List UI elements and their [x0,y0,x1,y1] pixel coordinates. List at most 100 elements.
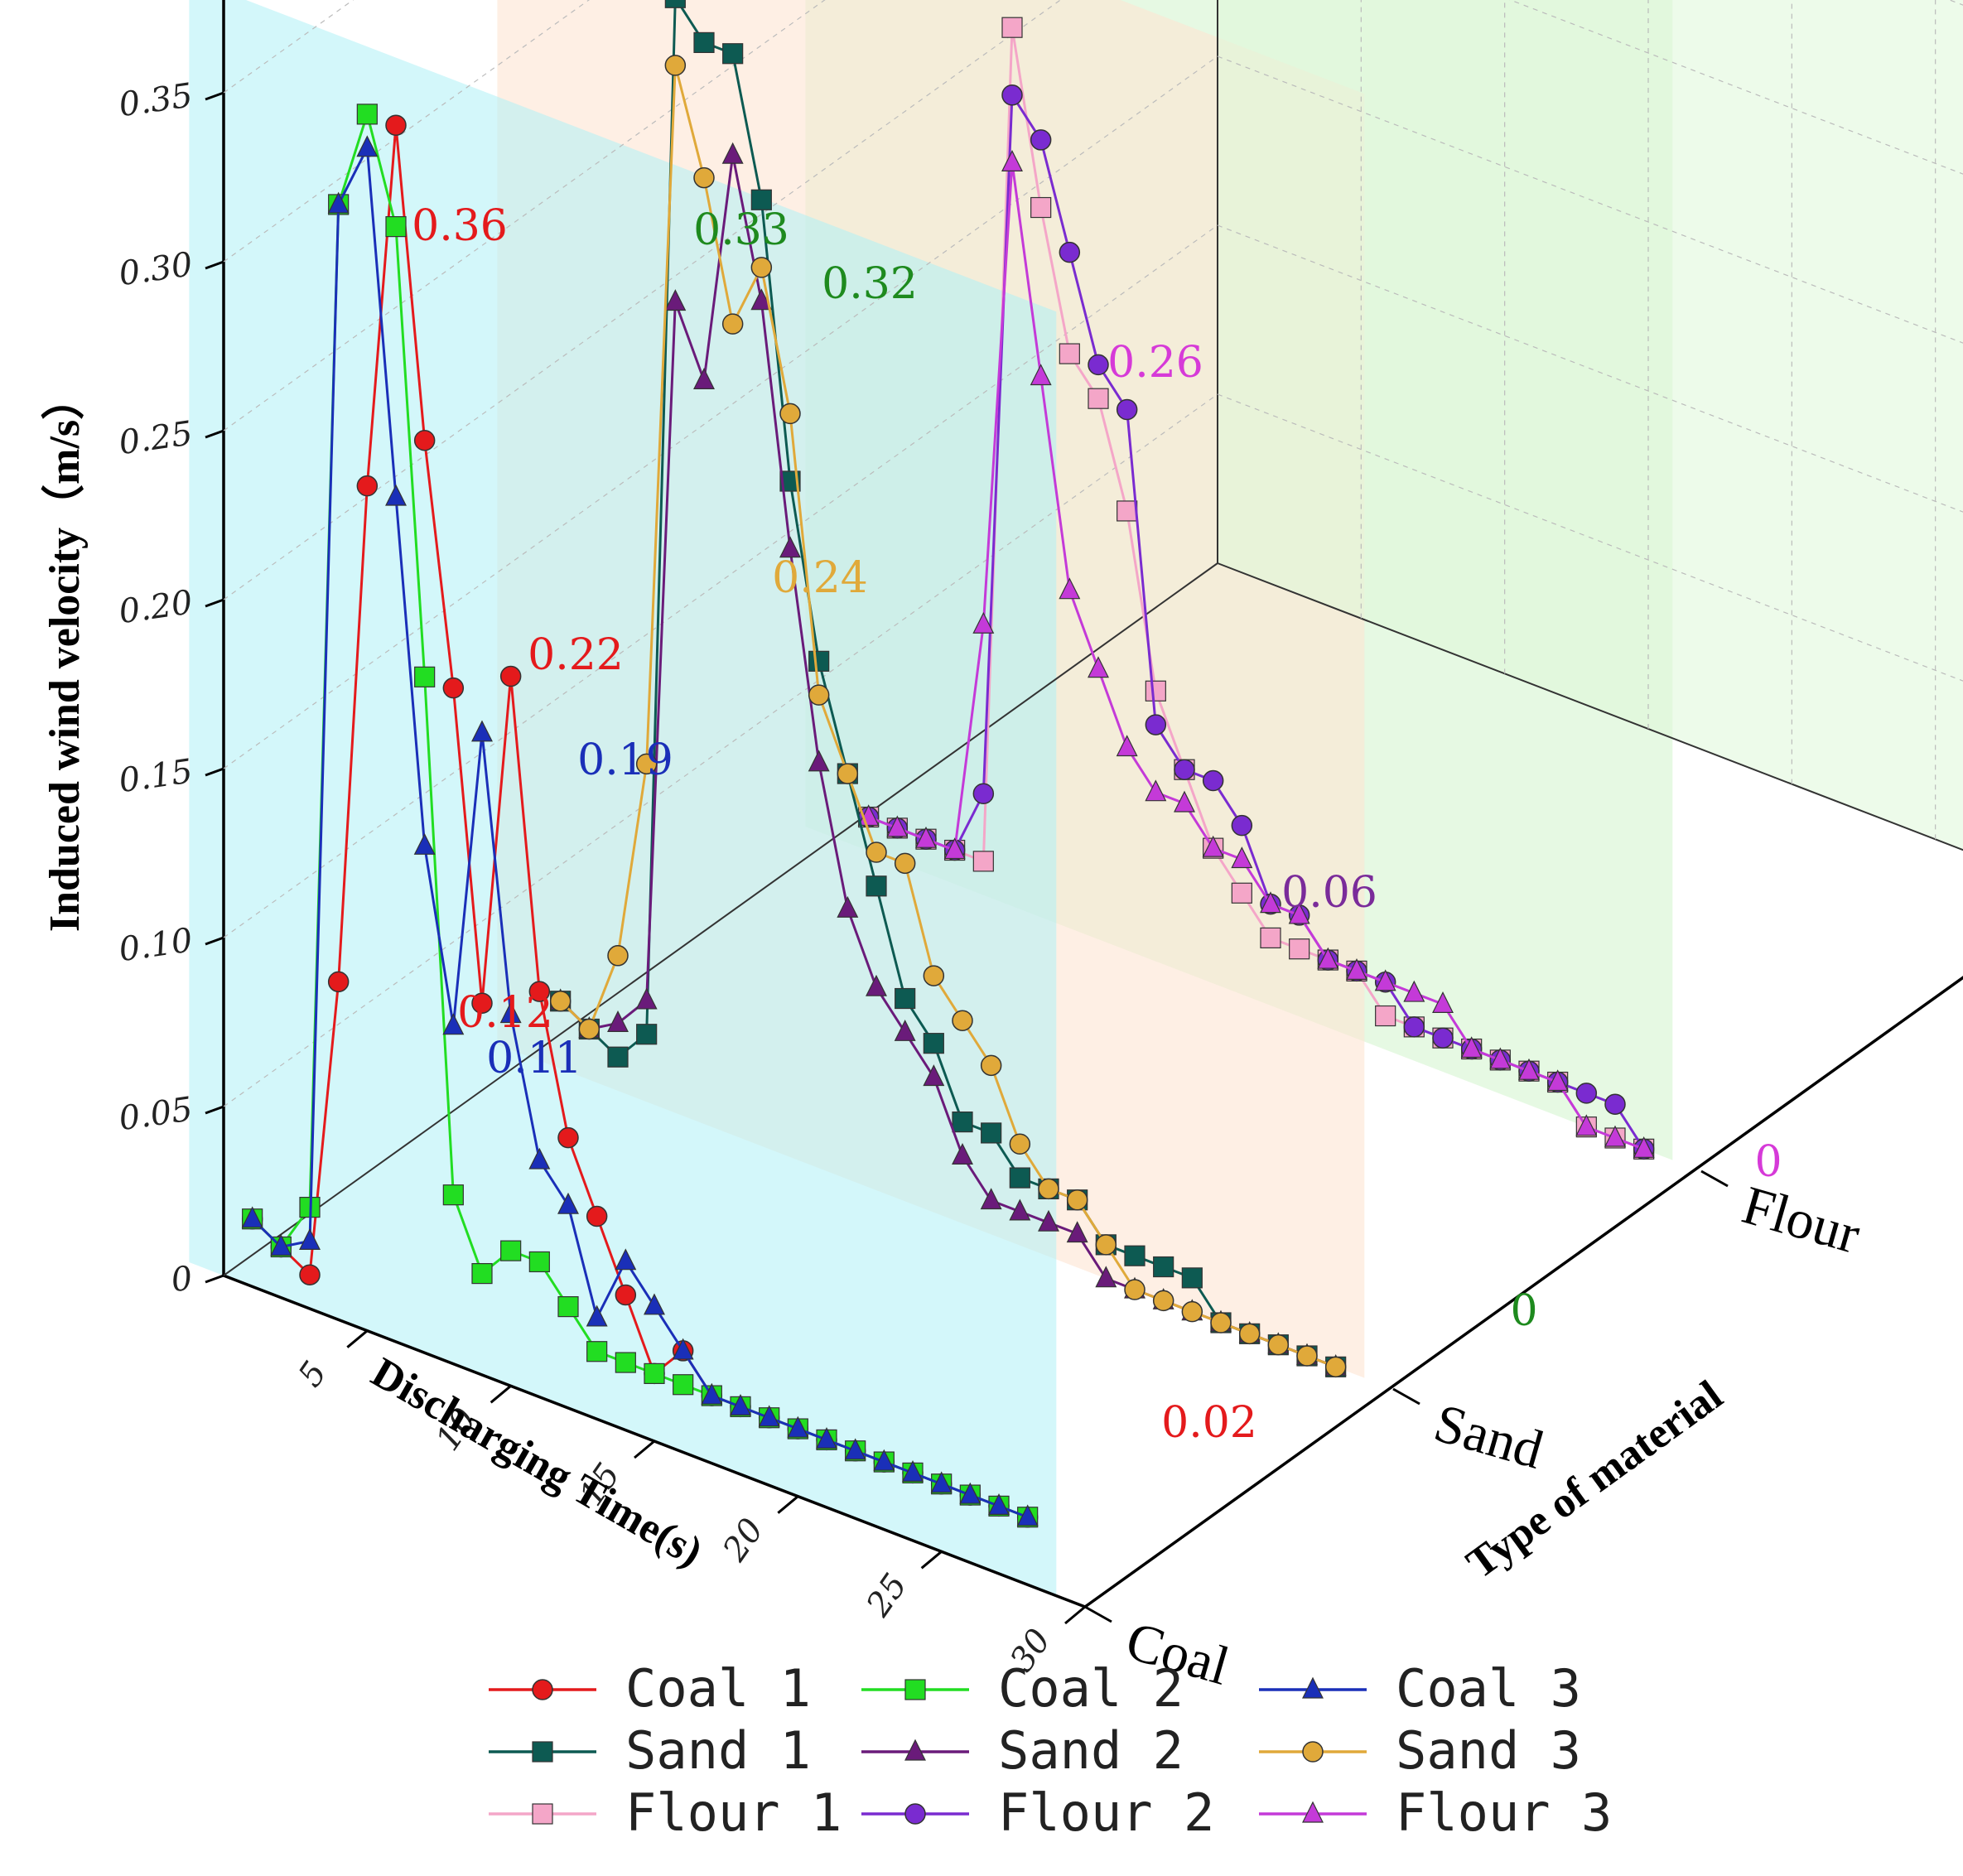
data-point [923,1033,944,1054]
data-point [981,1122,1002,1144]
data-point [1210,1312,1232,1333]
x-tick [1064,1605,1086,1625]
data-point [644,1293,665,1315]
legend-marker [904,1739,926,1761]
series-line [251,143,1029,1519]
y-tick [205,598,224,608]
data-point [500,1240,522,1261]
data-point [442,1184,464,1206]
data-point [972,851,994,872]
legend-marker [904,1679,926,1700]
data-point [902,1460,924,1483]
data-point [972,783,995,805]
data-point [1633,1136,1655,1158]
data-point [693,31,715,54]
data-point [923,965,945,986]
data-point [356,104,378,125]
data-point [866,875,887,897]
data-point [1317,947,1339,969]
data-point [1324,1356,1347,1378]
data-point [635,753,658,775]
legend-label: Coal 3 [1396,1658,1581,1719]
data-point [1260,927,1281,949]
z-tick [1392,1387,1420,1406]
data-point [1124,1245,1145,1266]
data-point [1030,364,1052,386]
data-point [1117,500,1138,522]
z-axis-title: Type of material [1459,1372,1731,1588]
data-point [299,1264,321,1285]
data-point [1202,835,1224,857]
legend-marker [1302,1801,1324,1823]
legend-marker [532,1803,553,1825]
data-point [943,837,966,860]
data-point [1145,680,1166,702]
data-point [894,1019,916,1041]
data-point [1231,846,1253,869]
series-flour-3 [857,150,1655,1158]
data-point [528,1251,550,1273]
data-point [866,974,887,996]
data-point [1088,354,1109,376]
y-tick [205,936,224,946]
data-point [730,1394,751,1416]
data-point [1296,1345,1318,1367]
data-point [557,1126,579,1149]
legend-item-coal-1: Coal 1 [489,1658,811,1719]
data-point [886,815,909,837]
annotation-label: 0.06 [1281,868,1377,918]
data-point [1059,343,1080,364]
data-point [750,257,773,278]
y-tick [205,1274,224,1284]
data-point [471,1262,493,1285]
legend-item-flour-3: Flour 3 [1259,1782,1612,1843]
z-tick [1084,1605,1112,1623]
y-tick-label: 0.20 [117,583,195,631]
data-series [241,0,1655,1528]
z-tick [1700,1169,1729,1188]
data-point [808,684,830,706]
data-point [808,650,830,672]
category-label-flour: Flour [1736,1174,1867,1266]
data-point [549,990,572,1012]
data-point [915,826,937,848]
data-point [1546,1069,1569,1092]
legend-item-flour-2: Flour 2 [861,1782,1214,1843]
data-point [385,114,407,136]
legend-item-coal-2: Coal 2 [861,1658,1184,1719]
data-point [1095,1266,1117,1288]
data-point [1231,882,1252,904]
data-point [1152,1290,1174,1312]
x-tick [346,1329,369,1348]
legend-item-flour-1: Flour 1 [489,1782,842,1843]
data-point [1489,1047,1512,1069]
data-point [1038,1178,1059,1200]
data-point [528,981,551,1002]
y-tick-label: 0.10 [117,921,195,969]
series-line [559,0,1337,1368]
x-tick [490,1385,512,1404]
data-point [586,1205,608,1227]
data-point [1001,84,1023,106]
data-point [615,1284,637,1306]
data-point [1403,980,1425,1002]
annotation-label: 0.12 [457,988,553,1038]
category-label-sand: Sand [1428,1392,1550,1481]
data-point [499,665,522,687]
data-point [1066,1189,1088,1211]
data-point [1124,1279,1145,1300]
annotation-label: 0 [1754,1137,1782,1187]
data-point [1059,577,1081,600]
data-point [607,945,629,967]
x-tick-label: 20 [716,1512,771,1569]
data-point [442,677,465,699]
data-point [837,763,859,784]
data-point [557,1192,579,1214]
data-point [1575,1083,1598,1104]
data-point [471,992,493,1014]
data-point [866,842,887,863]
data-point [1288,902,1310,924]
data-point [787,1415,809,1438]
data-point [1153,1256,1174,1278]
